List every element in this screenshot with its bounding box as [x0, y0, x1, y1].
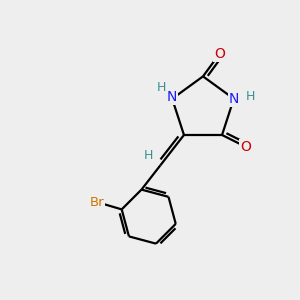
Text: N: N — [229, 92, 239, 106]
Text: H: H — [245, 90, 255, 103]
Text: N: N — [167, 90, 177, 104]
Text: H: H — [143, 149, 153, 162]
Text: H: H — [156, 81, 166, 94]
Text: O: O — [214, 47, 225, 61]
Text: Br: Br — [89, 196, 104, 208]
Text: O: O — [240, 140, 251, 154]
